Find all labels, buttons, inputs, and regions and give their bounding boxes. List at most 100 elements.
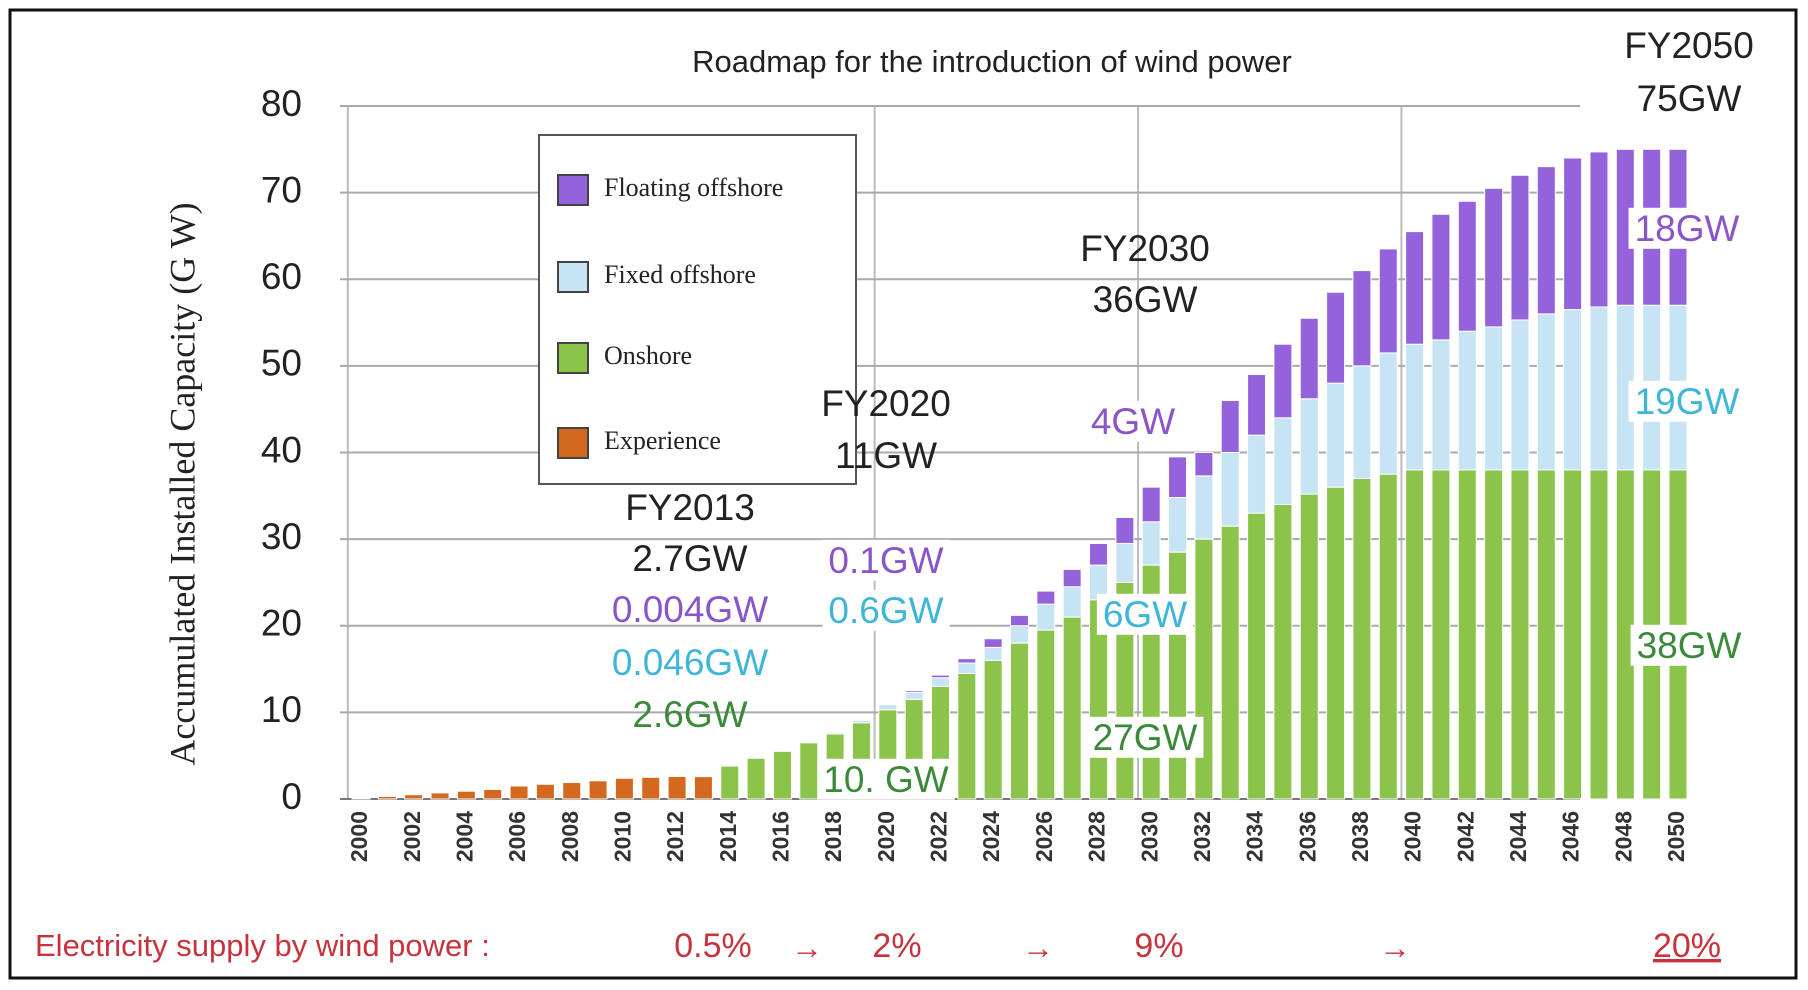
bar-segment [1141,521,1161,566]
annotation-bg [1084,400,1182,442]
annotations: FY2050 75GW 18GW 19GW 38GW FY2030 36GW 4GW 6GW 27… [612,25,1754,800]
x-tick-label: 2014 [715,811,741,862]
y-tick-label: 40 [261,429,302,470]
bar-segment [1273,343,1293,419]
x-tick-label: 2020 [873,811,899,862]
x-tick-label: 2038 [1347,811,1373,862]
annotation: 18GW [1635,208,1740,249]
bar-segment [1247,434,1267,514]
x-tick-label: 2018 [820,811,846,862]
x-tick-label: 2006 [504,811,530,862]
bar-segment [1510,174,1530,321]
legend-swatch [557,261,589,293]
bar-segment [1010,642,1029,800]
x-tick-label: 2000 [346,811,372,862]
supply-share: 0.5% [674,927,752,965]
bar-segment [1563,469,1583,800]
bar-segment [1089,542,1109,566]
bar-segment [1405,231,1425,345]
bar-segment [509,785,529,800]
bar-segment [957,662,977,674]
bar-segment [1273,417,1293,505]
x-tick-label: 2012 [662,811,688,862]
x-tick-label: 2022 [926,811,952,862]
legend-label: Onshore [604,341,692,370]
bar-segment [1536,313,1556,471]
y-tick-label: 60 [261,256,302,297]
legend-swatch [557,174,589,206]
bar-segment [404,794,424,800]
legend [538,134,857,485]
bar-segment [904,690,924,693]
arrows: → → → [791,929,1411,965]
x-tick-label: 2032 [1189,811,1215,862]
bar-segment [772,750,792,800]
bar-segment [851,719,871,721]
bar-segment [930,674,950,679]
bar-segment [1510,319,1530,471]
x-tick-label: 2016 [768,811,794,862]
annotation-bg [1630,624,1748,666]
bar-segment [957,658,977,664]
y-tick-label: 10 [261,689,302,730]
bar-segment [1115,542,1135,583]
bar-segment [1589,306,1609,471]
bar-segment [1036,629,1056,800]
bar-segment [693,775,713,800]
bar-segment [1168,551,1188,800]
bar-segment [1326,291,1346,384]
annotation-bg [822,589,950,631]
supply-label: Electricity supply by wind power : [35,928,490,963]
bar-segment [1299,493,1319,800]
legend-label: Floating offshore [604,173,783,202]
legend-label: Fixed offshore [604,260,756,289]
supply-share: 20% [1653,927,1721,965]
arrow: → [1379,929,1411,965]
x-tick-label: 2002 [399,811,425,862]
y-tick-label: 70 [261,169,302,210]
bar-segment [1115,516,1135,544]
bar-segment [1405,343,1425,471]
x-tick-label: 2050 [1663,811,1689,862]
x-tick-label: 2024 [978,811,1004,862]
annotation: FY2013 [625,487,755,528]
bar-segment [1326,382,1346,488]
bar-segment [1062,568,1082,588]
bar-segment [1168,456,1188,499]
bar-segment [983,638,1003,648]
arrow: → [1022,929,1054,965]
bar-segment [1062,586,1082,618]
bar-segment [1326,486,1346,800]
bar-segment [1378,248,1398,354]
bar-segment [1431,213,1451,341]
bar-segment [1457,330,1477,471]
annotation: 11GW [835,435,937,476]
annotation: 6GW [1103,594,1187,635]
x-tick-label: 2030 [1136,811,1162,862]
bar-segment [1220,525,1240,800]
chart-title: Roadmap for the introduction of wind pow… [692,44,1292,79]
x-tick-label: 2048 [1610,811,1636,862]
bar-segment [1378,352,1398,475]
bar-segment [1563,309,1583,471]
x-tick-label: 2044 [1505,811,1531,862]
annotation: 2.6GW [632,694,747,735]
bar-segment [878,703,898,706]
bar-segment [1484,469,1504,800]
annotation: 4GW [1091,401,1175,442]
annotation-bg [817,758,955,800]
bar-segment [1247,512,1267,800]
bar-segment [1431,469,1451,800]
y-tick-label: 80 [261,83,302,124]
bar-segment [535,783,555,800]
bar-segment [1536,469,1556,800]
annotation: 0.1GW [828,540,943,581]
annotation-bg [1086,716,1204,758]
bar-segment [1405,469,1425,800]
bar-segment [614,777,634,800]
bar-segment [1299,398,1319,495]
x-tick-label: 2004 [451,811,477,862]
annotation: 2.7GW [632,538,747,579]
bar-segment [1194,475,1214,540]
